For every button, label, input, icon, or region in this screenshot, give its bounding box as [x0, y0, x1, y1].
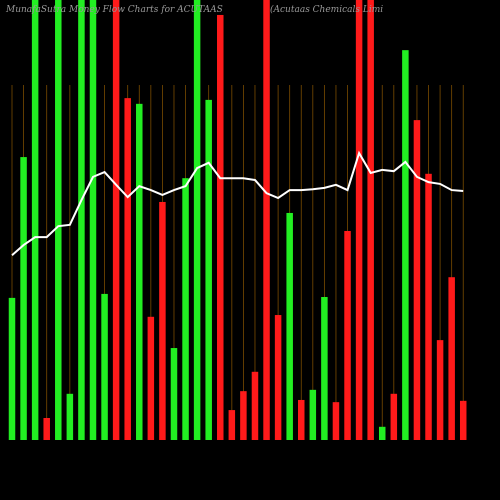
bar: [182, 178, 189, 440]
bar: [147, 316, 155, 440]
bar: [436, 340, 444, 440]
bar: [459, 400, 467, 440]
bar: [43, 418, 50, 440]
bar: [298, 399, 305, 440]
chart-subtitle: (Acutaas Chemicals Limi: [270, 4, 383, 15]
chart-title: MunafaSutra Money Flow Charts for ACUTAA…: [5, 5, 223, 15]
bar: [159, 201, 166, 440]
bar: [228, 410, 236, 440]
bar: [101, 293, 108, 440]
bar: [136, 103, 143, 440]
bar: [378, 426, 386, 440]
bar: [355, 0, 363, 440]
bar: [413, 120, 421, 441]
bar: [66, 393, 74, 440]
bar: [217, 14, 224, 441]
bars: [8, 0, 467, 441]
bar: [344, 231, 351, 440]
bar: [31, 0, 39, 440]
bar: [390, 393, 398, 440]
bar: [274, 315, 282, 440]
bar: [332, 402, 340, 440]
bar: [170, 348, 178, 440]
bar: [78, 0, 85, 440]
bar: [425, 173, 432, 441]
bar: [321, 297, 328, 440]
bar: [124, 98, 131, 441]
bar: [367, 0, 374, 440]
bar: [286, 212, 293, 440]
bar: [112, 0, 120, 440]
bar: [402, 50, 409, 440]
bar: [309, 389, 317, 440]
bar: [55, 0, 62, 440]
bar: [448, 277, 455, 440]
bar: [251, 371, 259, 440]
money-flow-line: [11, 150, 464, 256]
bar: [193, 0, 201, 440]
bar: [240, 391, 247, 440]
bar: [20, 157, 27, 440]
bar: [89, 0, 97, 440]
bar: [263, 0, 270, 440]
bar: [205, 99, 212, 440]
bar: [8, 297, 16, 440]
